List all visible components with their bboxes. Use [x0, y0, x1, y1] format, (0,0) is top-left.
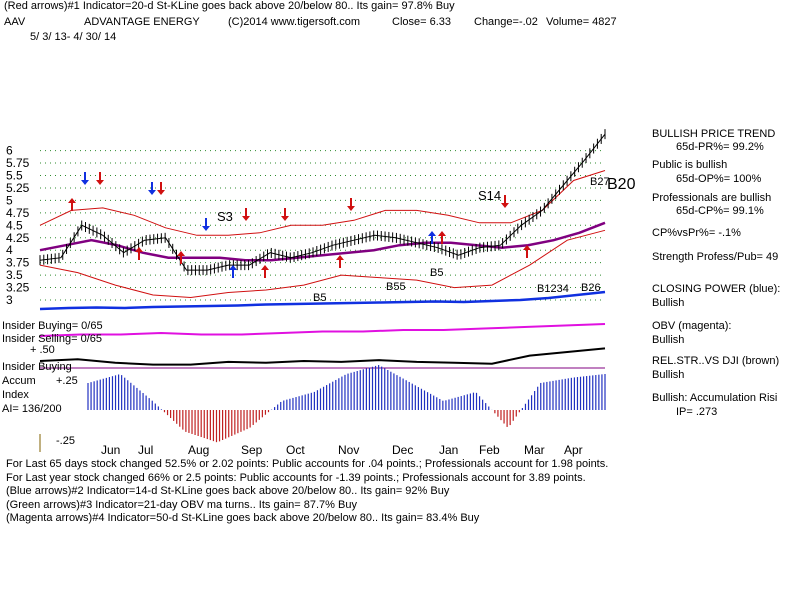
obv-status: Bullish	[652, 334, 685, 346]
cp-value: 65d-CP%= 99.1%	[676, 205, 764, 217]
ip-value: IP= .273	[676, 406, 718, 418]
insider-buying-count: Insider Buying= 0/65	[2, 320, 103, 332]
obv-line	[39, 323, 606, 337]
obv-label: OBV (magenta):	[652, 320, 732, 332]
x-tick-label: Dec	[392, 443, 413, 457]
annotation-b1234: B1234	[537, 283, 569, 295]
annotation-b5-jan: B5	[430, 267, 444, 279]
footer-green-arrows: (Green arrows)#3 Indicator=21-day OBV ma…	[6, 499, 357, 511]
rel-strength-line	[39, 347, 606, 366]
signal-arrow-head	[202, 226, 210, 231]
x-tick-label: Jul	[138, 443, 153, 457]
x-tick-label: Aug	[188, 443, 209, 457]
annotation-b55: B55	[386, 281, 406, 293]
signal-arrow-head	[336, 255, 344, 260]
x-tick-label: Apr	[564, 443, 583, 457]
y-tick-label: 3.75	[6, 256, 30, 270]
x-tick-label: Oct	[286, 443, 305, 457]
signal-arrow-head	[157, 190, 165, 195]
op-value: 65d-OP%= 100%	[676, 173, 762, 185]
y-tick-label: 3	[6, 293, 13, 307]
pr-value: 65d-PR%= 99.2%	[676, 141, 764, 153]
annotation-s14: S14	[478, 188, 502, 203]
signal-arrow-head	[242, 216, 250, 221]
signal-arrow-head	[261, 265, 269, 270]
y-tick-label: 5.5	[6, 169, 23, 183]
public-title: Public is bullish	[652, 159, 728, 171]
professionals-title: Professionals are bullish	[652, 192, 772, 204]
cp-vs-pr: CP%vsPr%= -.1%	[652, 227, 741, 239]
y-tick-label: 5.25	[6, 181, 30, 195]
change-value: Change=-.02	[474, 16, 538, 28]
footer-65-day: For Last 65 days stock changed 52.5% or …	[6, 458, 609, 470]
signal-arrow-head	[96, 180, 104, 185]
y-tick-label: 3.5	[6, 268, 23, 282]
closing-power-line	[39, 290, 606, 311]
relstr-label: REL.STR..VS DJI (brown)	[652, 355, 780, 367]
ticker: AAV	[4, 16, 26, 28]
signal-arrow-head	[81, 180, 89, 185]
signal-arrow-head	[68, 198, 76, 203]
y-tick-label: 5.75	[6, 156, 30, 170]
x-tick-label: Jan	[439, 443, 458, 457]
signal-arrow-head	[347, 206, 355, 211]
y-tick-label: 6	[6, 144, 13, 158]
lower-band-line	[39, 229, 606, 299]
y-tick-label: 4.75	[6, 206, 30, 220]
footer-blue-arrows: (Blue arrows)#2 Indicator=14-d St-KLine …	[6, 485, 450, 497]
plus-25-label: +.25	[56, 375, 78, 387]
y-tick-label: 4.25	[6, 231, 30, 245]
signal-arrow-head	[281, 216, 289, 221]
signal-arrow-head	[523, 245, 531, 250]
price-line	[39, 133, 606, 271]
x-tick-label: Mar	[524, 443, 545, 457]
y-tick-label: 4	[6, 243, 13, 257]
annotation-s3: S3	[217, 209, 233, 224]
accum-label: Accum	[2, 375, 36, 387]
signal-arrow-head	[177, 251, 185, 256]
header-red-arrows: (Red arrows)#1 Indicator=20-d St-KLine g…	[4, 0, 455, 12]
signal-arrow-head	[501, 203, 509, 208]
date-range: 5/ 3/ 13- 4/ 30/ 14	[30, 31, 117, 43]
accum-status: Bullish: Accumulation Risi	[652, 392, 778, 404]
signal-arrow-head	[135, 247, 143, 252]
close-value: Close= 6.33	[392, 16, 452, 28]
upper-band-line	[39, 170, 606, 236]
moving-average-line	[39, 221, 606, 262]
strength-ratio: Strength Profess/Pub= 49	[652, 251, 779, 263]
x-tick-label: Nov	[338, 443, 359, 457]
y-tick-label: 3.25	[6, 281, 30, 295]
copyright: (C)2014 www.tigersoft.com	[228, 16, 361, 28]
annotation-b26: B26	[581, 282, 601, 294]
plus-50-label: + .50	[30, 344, 55, 356]
signal-arrow-head	[438, 231, 446, 236]
signal-arrow-head	[148, 190, 156, 195]
footer-magenta-arrows: (Magenta arrows)#4 Indicator=50-d St-KLi…	[6, 512, 480, 524]
annotation-b20: B20	[607, 176, 636, 193]
minus-25-label: -.25	[56, 435, 75, 447]
company-name: ADVANTAGE ENERGY	[84, 16, 200, 28]
volume-value: Volume= 4827	[546, 16, 617, 28]
relstr-status: Bullish	[652, 369, 685, 381]
x-tick-label: Feb	[479, 443, 500, 457]
ai-value: AI= 136/200	[2, 403, 62, 415]
annotation-b5-oct: B5	[313, 292, 327, 304]
y-tick-label: 4.5	[6, 218, 23, 232]
index-label: Index	[2, 389, 29, 401]
signal-arrow-head	[229, 265, 237, 270]
annotation-b27: B27	[590, 176, 610, 188]
closing-power-status: Bullish	[652, 297, 685, 309]
footer-year: For Last year stock changed 66% or 2.5 p…	[6, 472, 586, 484]
x-tick-label: Sep	[241, 443, 263, 457]
closing-power-label: CLOSING POWER (blue):	[652, 283, 781, 295]
y-tick-label: 5	[6, 193, 13, 207]
trend-title: BULLISH PRICE TREND	[652, 128, 776, 140]
signal-arrow-head	[428, 231, 436, 236]
insider-buying-label: Insider Buying	[2, 361, 72, 373]
x-tick-label: Jun	[101, 443, 120, 457]
insider-selling-count: Insider Selling= 0/65	[2, 333, 102, 345]
